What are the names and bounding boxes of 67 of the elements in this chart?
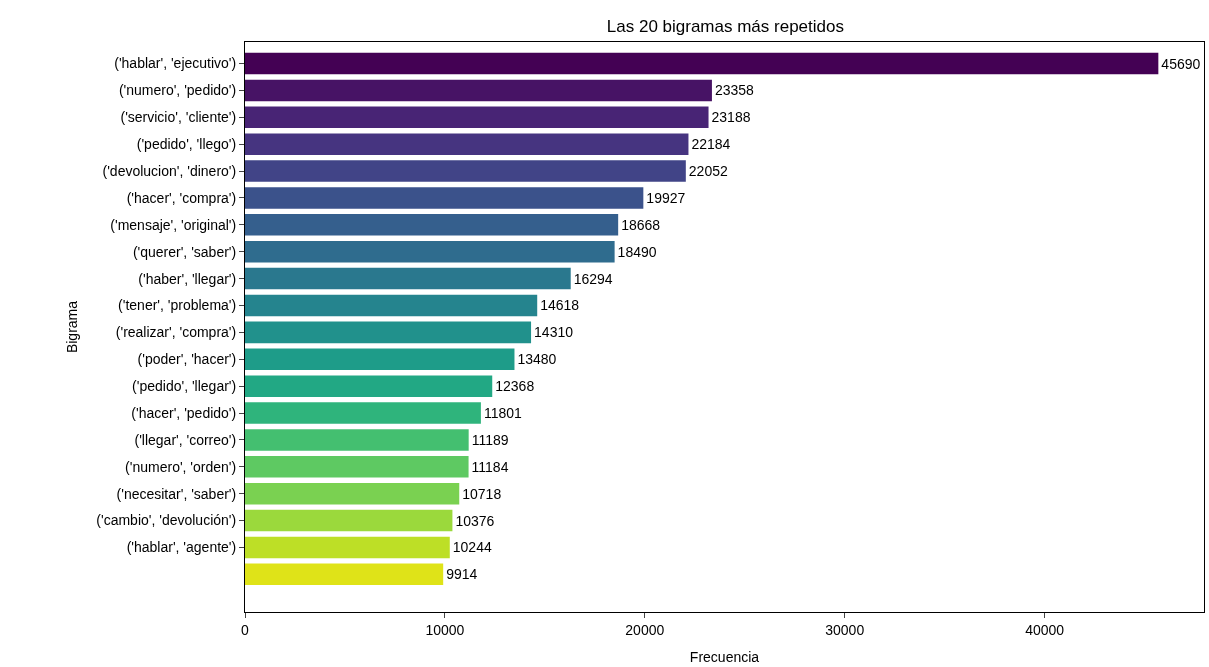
x-tick-label: 40000 — [1025, 621, 1065, 638]
data-label: 22052 — [688, 163, 728, 180]
x-tick-label: 20000 — [625, 621, 665, 638]
bar — [245, 375, 493, 397]
data-label: 11801 — [483, 405, 523, 422]
y-tick-label: ('hablar', 'agente') — [126, 539, 237, 556]
y-tick-label: ('pedido', 'llegar') — [132, 378, 237, 395]
bar — [245, 509, 453, 532]
y-tick-label: ('numero', 'orden') — [125, 458, 237, 475]
y-tick-label: ('hablar', 'ejecutivo') — [114, 55, 237, 72]
y-tick-label: ('mensaje', 'original') — [110, 216, 237, 233]
data-label: 22184 — [691, 136, 731, 153]
data-label: 23358 — [714, 82, 755, 99]
y-tick-label: ('llegar', 'correo') — [134, 431, 237, 448]
y-tick-label: ('hacer', 'pedido') — [131, 404, 237, 421]
y-tick-label: ('tener', 'problema') — [118, 297, 237, 314]
bar — [245, 79, 712, 102]
bar — [245, 214, 619, 236]
bar — [245, 456, 469, 478]
y-tick-label: ('haber', 'llegar') — [138, 270, 237, 287]
data-label: 14618 — [540, 297, 580, 314]
bar — [245, 160, 686, 182]
y-tick-label: ('querer', 'saber') — [132, 243, 237, 260]
data-label: 12368 — [495, 378, 535, 395]
x-tick-label: 30000 — [825, 621, 865, 638]
data-label: 10718 — [462, 485, 502, 502]
data-label: 19927 — [646, 189, 686, 206]
y-tick-label: ('hacer', 'compra') — [126, 189, 237, 206]
bar — [245, 482, 460, 505]
y-tick-label: ('necesitar', 'saber') — [116, 485, 237, 502]
data-label: 18668 — [621, 216, 661, 233]
bar — [245, 563, 444, 586]
y-axis-title: Bigrama — [63, 300, 80, 354]
bar — [245, 294, 538, 317]
data-label: 11189 — [471, 431, 509, 448]
x-tick-label: 10000 — [425, 621, 465, 638]
x-axis-title: Frecuencia — [689, 649, 760, 666]
y-tick-label: ('poder', 'hacer') — [137, 351, 237, 368]
data-label: 9914 — [446, 566, 478, 583]
data-label: 10244 — [452, 539, 492, 556]
data-label: 14310 — [534, 324, 574, 341]
y-tick-label: ('devolucion', 'dinero') — [102, 162, 237, 179]
y-tick-label: ('realizar', 'compra') — [115, 324, 237, 341]
bar — [245, 429, 469, 451]
y-tick-label: ('numero', 'pedido') — [118, 82, 237, 99]
data-label: 18490 — [617, 243, 657, 260]
data-label: 11184 — [471, 458, 509, 475]
bar — [245, 240, 615, 263]
y-tick-label: ('pedido', 'llego') — [136, 136, 237, 153]
x-tick-label: 0 — [241, 621, 250, 638]
bar — [245, 106, 709, 129]
bar — [245, 267, 571, 290]
bar — [245, 187, 644, 209]
y-tick-label: ('servicio', 'cliente') — [120, 109, 237, 126]
bar — [245, 52, 1159, 75]
y-tick-label: ('cambio', 'devolución') — [96, 512, 237, 529]
bar — [245, 348, 515, 371]
data-label: 13480 — [517, 351, 557, 368]
bar — [245, 536, 450, 559]
bar — [245, 402, 481, 424]
chart-title: Las 20 bigramas más repetidos — [606, 16, 844, 36]
data-label: 45690 — [1161, 55, 1201, 72]
bar — [245, 133, 689, 155]
data-label: 10376 — [455, 512, 495, 529]
bar — [245, 321, 532, 344]
data-label: 23188 — [711, 109, 751, 126]
data-label: 16294 — [573, 270, 613, 287]
